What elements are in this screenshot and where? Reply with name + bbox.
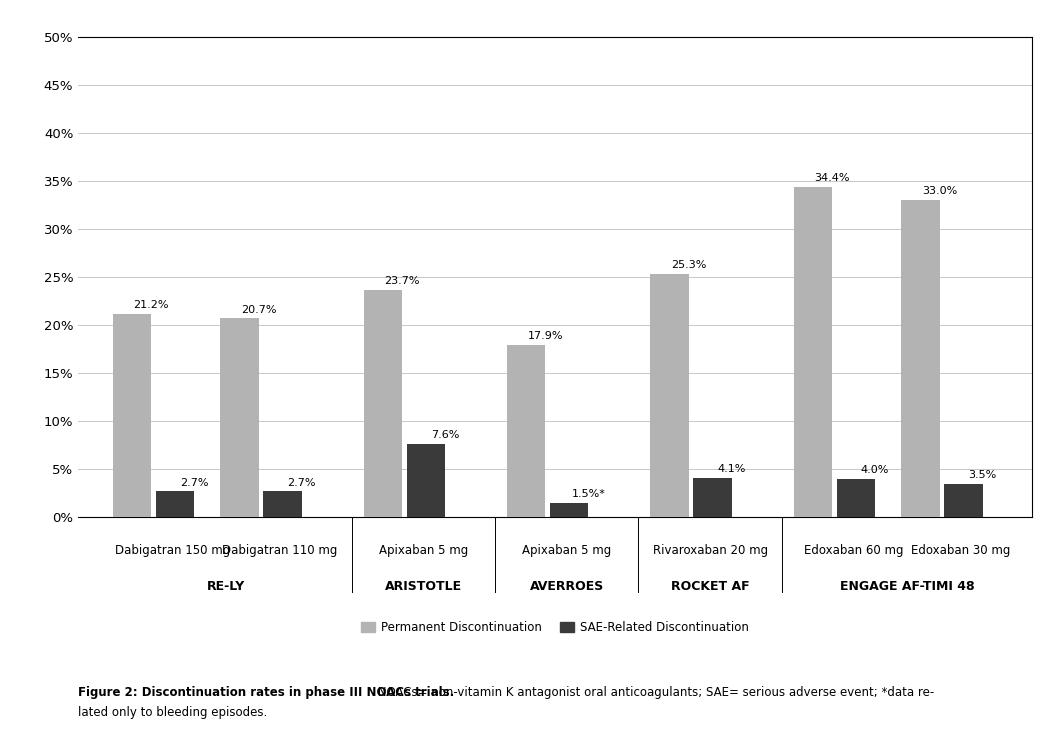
Bar	[694, 478, 731, 517]
Text: ARISTOTLE: ARISTOTLE	[384, 579, 462, 593]
Bar	[220, 319, 258, 517]
Text: NOACs= non-vitamin K antagonist oral anticoagulants; SAE= serious adverse event;: NOACs= non-vitamin K antagonist oral ant…	[374, 686, 935, 699]
Legend: Permanent Discontinuation, SAE-Related Discontinuation: Permanent Discontinuation, SAE-Related D…	[362, 621, 748, 634]
Text: 34.4%: 34.4%	[814, 173, 850, 183]
Text: 21.2%: 21.2%	[133, 300, 169, 310]
Text: Dabigatran 110 mg: Dabigatran 110 mg	[222, 544, 338, 556]
Bar	[650, 274, 689, 517]
Text: lated only to bleeding episodes.: lated only to bleeding episodes.	[78, 706, 268, 719]
Text: 20.7%: 20.7%	[241, 304, 276, 315]
Bar	[264, 491, 301, 517]
Bar	[901, 200, 940, 517]
Bar	[507, 345, 545, 517]
Text: 4.1%: 4.1%	[718, 464, 746, 474]
Text: Rivaroxaban 20 mg: Rivaroxaban 20 mg	[652, 544, 768, 556]
Bar	[550, 503, 589, 517]
Bar	[406, 444, 445, 517]
Text: ENGAGE AF-TIMI 48: ENGAGE AF-TIMI 48	[840, 579, 974, 593]
Text: 2.7%: 2.7%	[180, 477, 208, 488]
Text: 3.5%: 3.5%	[968, 470, 997, 480]
Text: 17.9%: 17.9%	[527, 332, 563, 341]
Text: Edoxaban 30 mg: Edoxaban 30 mg	[912, 544, 1011, 556]
Bar	[156, 491, 194, 517]
Text: 7.6%: 7.6%	[430, 430, 460, 440]
Text: ROCKET AF: ROCKET AF	[671, 579, 749, 593]
Text: 4.0%: 4.0%	[861, 465, 889, 475]
Text: AVERROES: AVERROES	[529, 579, 604, 593]
Bar	[837, 479, 875, 517]
Bar	[944, 483, 983, 517]
Text: Dabigatran 150 mg: Dabigatran 150 mg	[115, 544, 230, 556]
Text: 2.7%: 2.7%	[288, 477, 316, 488]
Bar	[113, 313, 151, 517]
Text: Apixaban 5 mg: Apixaban 5 mg	[379, 544, 468, 556]
Text: 23.7%: 23.7%	[384, 276, 420, 286]
Text: 33.0%: 33.0%	[922, 186, 958, 197]
Text: 1.5%*: 1.5%*	[571, 489, 605, 499]
Text: Apixaban 5 mg: Apixaban 5 mg	[522, 544, 612, 556]
Text: Figure 2: Discontinuation rates in phase III NOACs trials.: Figure 2: Discontinuation rates in phase…	[78, 686, 454, 699]
Text: Edoxaban 60 mg: Edoxaban 60 mg	[803, 544, 903, 556]
Text: RE-LY: RE-LY	[207, 579, 246, 593]
Text: 25.3%: 25.3%	[671, 260, 706, 270]
Bar	[364, 290, 402, 517]
Bar	[794, 187, 833, 517]
